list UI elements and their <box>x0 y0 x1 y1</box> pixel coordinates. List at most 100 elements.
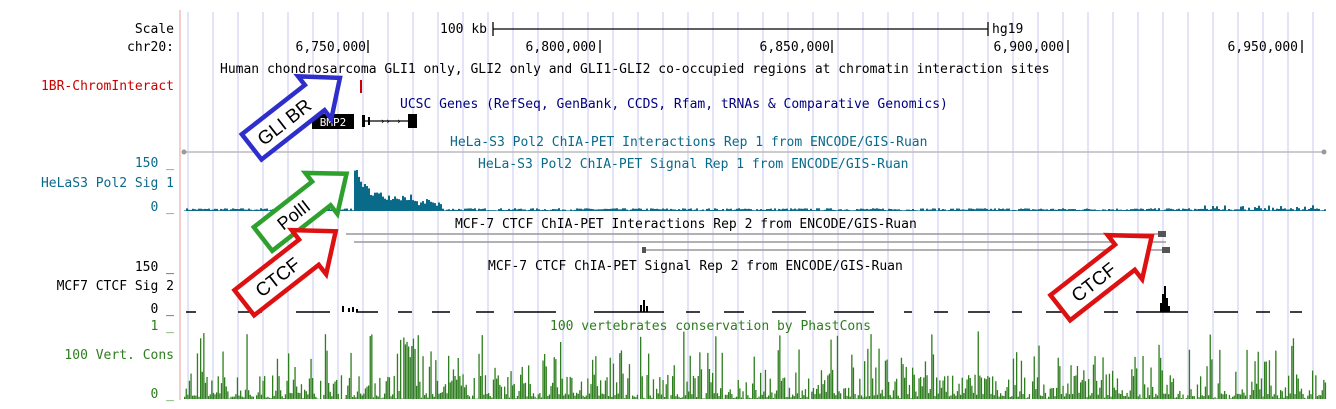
hela-signal-bar <box>536 208 538 211</box>
conservation-bar <box>1060 394 1063 399</box>
conservation-bar <box>920 376 922 399</box>
hela-signal-bar <box>960 209 962 211</box>
hela-signal-bar <box>1142 208 1144 211</box>
hela-signal-bar <box>228 210 230 211</box>
hela-signal-bar <box>868 209 870 211</box>
hela-signal-bar <box>1068 209 1070 211</box>
hela-signal-bar <box>1012 209 1014 211</box>
conservation-bar <box>835 395 837 399</box>
ctcf-left-arrow-shape <box>231 227 339 319</box>
hela-signal-bar <box>728 209 730 211</box>
hela-signal-bar <box>740 209 742 211</box>
hela-signal-bar <box>1102 209 1104 211</box>
conservation-bar <box>872 378 874 399</box>
conservation-bar <box>462 374 464 399</box>
hela-signal-bar <box>1080 210 1082 211</box>
conservation-bar <box>1312 370 1314 399</box>
conservation-bar <box>187 394 189 399</box>
conservation-bar <box>899 398 901 399</box>
conservation-bar <box>785 397 787 399</box>
hela-signal-bar <box>1300 210 1302 211</box>
conservation-bar <box>1176 397 1178 399</box>
conservation-bar <box>492 379 495 399</box>
hela-signal-bar <box>616 208 618 211</box>
hela-signal-bar <box>1092 209 1094 211</box>
conservation-bar <box>1164 393 1167 399</box>
hela-signal-bar <box>1292 209 1294 211</box>
conservation-bar <box>996 390 999 399</box>
mcf-scale-max: 150 _ <box>135 260 174 275</box>
conservation-bar <box>524 382 527 399</box>
conservation-bar <box>664 397 666 399</box>
conservation-bar <box>304 389 306 399</box>
conservation-bar <box>350 352 352 399</box>
mcf-signal-peak <box>1168 306 1170 312</box>
conservation-bar <box>185 388 187 399</box>
mcf-signal-peak <box>646 306 648 312</box>
scale-label: Scale <box>135 22 174 37</box>
hela-signal-bar <box>668 209 670 211</box>
hela-signal-bar <box>934 208 936 211</box>
conservation-bar <box>633 396 635 399</box>
conservation-bar <box>1286 396 1288 399</box>
hela-signal-bar <box>530 208 532 211</box>
conservation-bar <box>1203 396 1205 399</box>
conservation-bar <box>768 395 770 399</box>
conservation-bar <box>868 396 871 399</box>
conservation-bar <box>1163 393 1165 399</box>
hela-signal-label[interactable]: HeLaS3 Pol2 Sig 1 <box>41 176 174 191</box>
hela-signal-bar <box>1090 209 1092 211</box>
conservation-bar <box>192 395 194 399</box>
conservation-bar <box>1222 394 1224 399</box>
hela-signal-bar <box>704 210 706 211</box>
conservation-bar <box>660 394 663 399</box>
conservation-bar <box>534 396 536 399</box>
conservation-bar <box>758 396 760 399</box>
hela-signal-bar <box>502 210 504 211</box>
hela-signal-bar <box>222 209 224 211</box>
hela-interaction-anchor-right <box>1321 149 1327 155</box>
conservation-bar <box>233 396 235 399</box>
conservation-label[interactable]: 100 Vert. Cons <box>64 348 174 363</box>
mcf-signal-label[interactable]: MCF7 CTCF Sig 2 <box>57 279 174 294</box>
hela-signal-bar <box>746 208 748 211</box>
hela-signal-bar <box>788 210 790 211</box>
mcf-signal-peak <box>1166 298 1168 312</box>
hela-signal-bar <box>894 209 896 211</box>
hela-signal-bar <box>1278 209 1280 211</box>
conservation-bar <box>363 393 365 399</box>
conservation-bar <box>1272 396 1274 399</box>
hela-signal-bar <box>974 209 976 211</box>
conservation-bar <box>844 388 847 399</box>
conservation-bar <box>264 376 266 399</box>
hela-signal-bar <box>432 202 434 211</box>
conservation-bar <box>1200 376 1202 399</box>
conservation-bar <box>912 367 914 399</box>
gli-track-label[interactable]: 1BR-ChromInteract <box>41 79 174 94</box>
conservation-bar <box>433 396 435 399</box>
hela-signal-bar <box>1008 208 1010 211</box>
conservation-bar <box>1273 394 1275 399</box>
hela-signal-bar <box>492 210 494 211</box>
conservation-bar <box>1292 338 1295 399</box>
conservation-bar <box>280 390 282 399</box>
hela-signal-title: HeLa-S3 Pol2 ChIA-PET Signal Rep 1 from … <box>478 157 908 172</box>
hela-signal-bar <box>442 208 444 211</box>
conservation-bar <box>1070 365 1072 399</box>
hela-signal-bar <box>768 209 770 211</box>
hela-signal-bar <box>1286 209 1288 211</box>
conservation-bar <box>1251 381 1253 399</box>
hela-signal-bar <box>576 208 578 211</box>
conservation-bar <box>1180 398 1183 399</box>
conservation-bar <box>1054 396 1056 399</box>
conservation-bar <box>484 375 487 399</box>
hela-signal-wiggle <box>184 170 1326 211</box>
hela-signal-bar <box>1276 208 1278 211</box>
conservation-bar <box>1161 370 1163 399</box>
hela-signal-bar <box>860 208 862 211</box>
hela-signal-bar <box>1194 208 1196 211</box>
assembly-label: hg19 <box>992 22 1023 37</box>
hela-signal-bar <box>922 208 924 211</box>
hela-signal-bar <box>470 208 472 211</box>
hela-signal-bar <box>988 209 990 211</box>
